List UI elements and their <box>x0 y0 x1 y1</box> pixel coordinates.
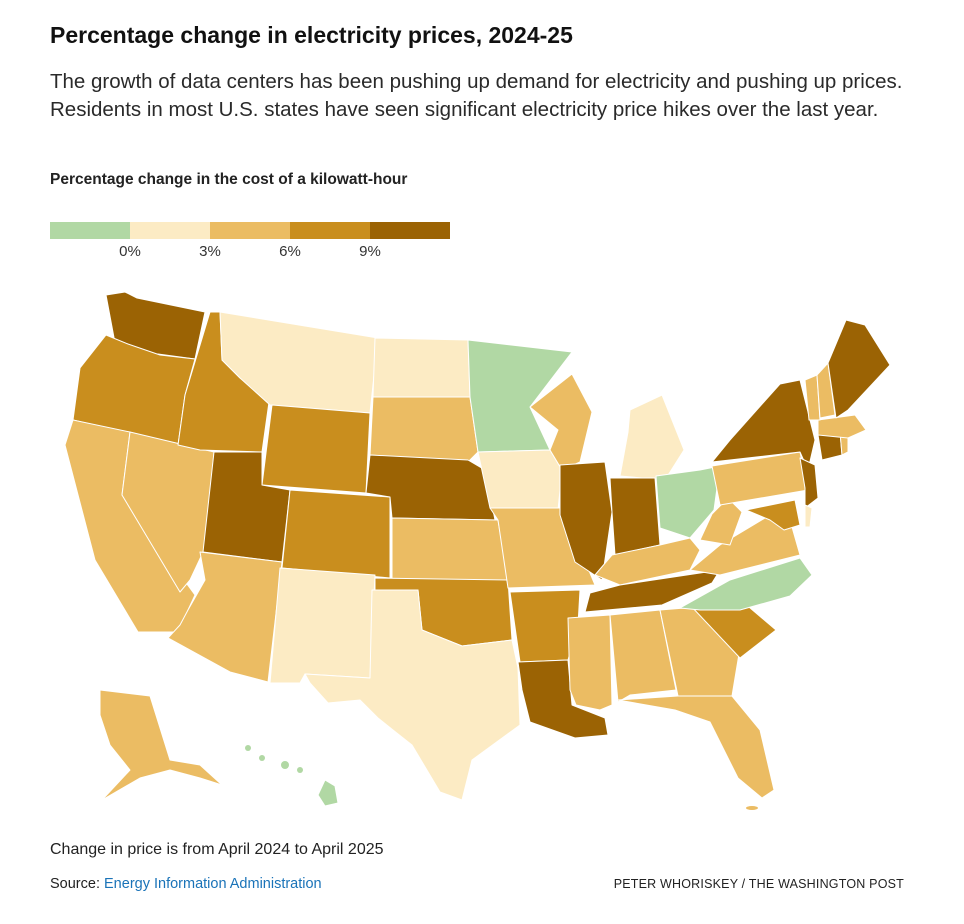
legend-swatch-3 <box>290 222 370 239</box>
state-hi <box>317 779 339 807</box>
state-hi-island <box>281 761 289 769</box>
state-il <box>559 461 613 581</box>
state-co <box>281 489 391 579</box>
state-md <box>745 499 801 531</box>
state-vt <box>804 374 821 421</box>
legend-tick-label: 3% <box>199 243 221 260</box>
state-ky <box>594 537 701 586</box>
state-mi <box>619 394 685 481</box>
state-oh <box>655 465 721 539</box>
legend-swatch-2 <box>210 222 290 239</box>
state-ia <box>477 449 563 511</box>
source-line: Source: Energy Information Administratio… <box>50 876 322 892</box>
state-wv <box>699 497 743 546</box>
state-hi-island <box>259 755 265 761</box>
state-ks <box>391 517 509 581</box>
state-al <box>609 609 677 703</box>
chart-title: Percentage change in electricity prices,… <box>50 22 573 48</box>
state-ms <box>567 614 613 711</box>
state-ny <box>711 379 816 471</box>
state-hi-island <box>245 745 251 751</box>
state-fl <box>617 695 775 799</box>
credit-line: PETER WHORISKEY / THE WASHINGTON POST <box>613 877 904 891</box>
state-me <box>827 319 891 419</box>
state-nm <box>269 567 376 684</box>
legend-tick-label: 0% <box>119 243 141 260</box>
state-in <box>609 477 661 556</box>
chart-subtitle: The growth of data centers has been push… <box>50 70 903 121</box>
legend-tick-label: 6% <box>279 243 301 260</box>
legend-title: Percentage change in the cost of a kilow… <box>50 171 408 188</box>
state-ak <box>99 689 223 801</box>
state-fl-keys <box>746 806 758 810</box>
state-nh <box>816 362 836 419</box>
state-tx <box>304 589 521 801</box>
legend-swatch-0 <box>50 222 130 239</box>
legend-swatch-1 <box>130 222 210 239</box>
state-wy <box>261 404 371 494</box>
source-link[interactable]: Energy Information Administration <box>104 876 322 892</box>
chart-note: Change in price is from April 2024 to Ap… <box>50 841 384 858</box>
state-ma <box>817 414 867 439</box>
legend-color-scale <box>50 222 450 239</box>
source-label: Source: <box>50 876 100 892</box>
state-nj <box>799 457 819 509</box>
state-de <box>804 504 813 528</box>
state-hi-island <box>297 767 303 773</box>
state-sd <box>369 396 479 463</box>
state-nc <box>679 557 813 611</box>
legend-tick-label: 9% <box>359 243 381 260</box>
state-nd <box>372 337 471 398</box>
legend-ticks: 0% 3% 6% 9% <box>50 243 450 263</box>
us-states-map <box>64 291 891 810</box>
legend-swatch-4 <box>370 222 450 239</box>
